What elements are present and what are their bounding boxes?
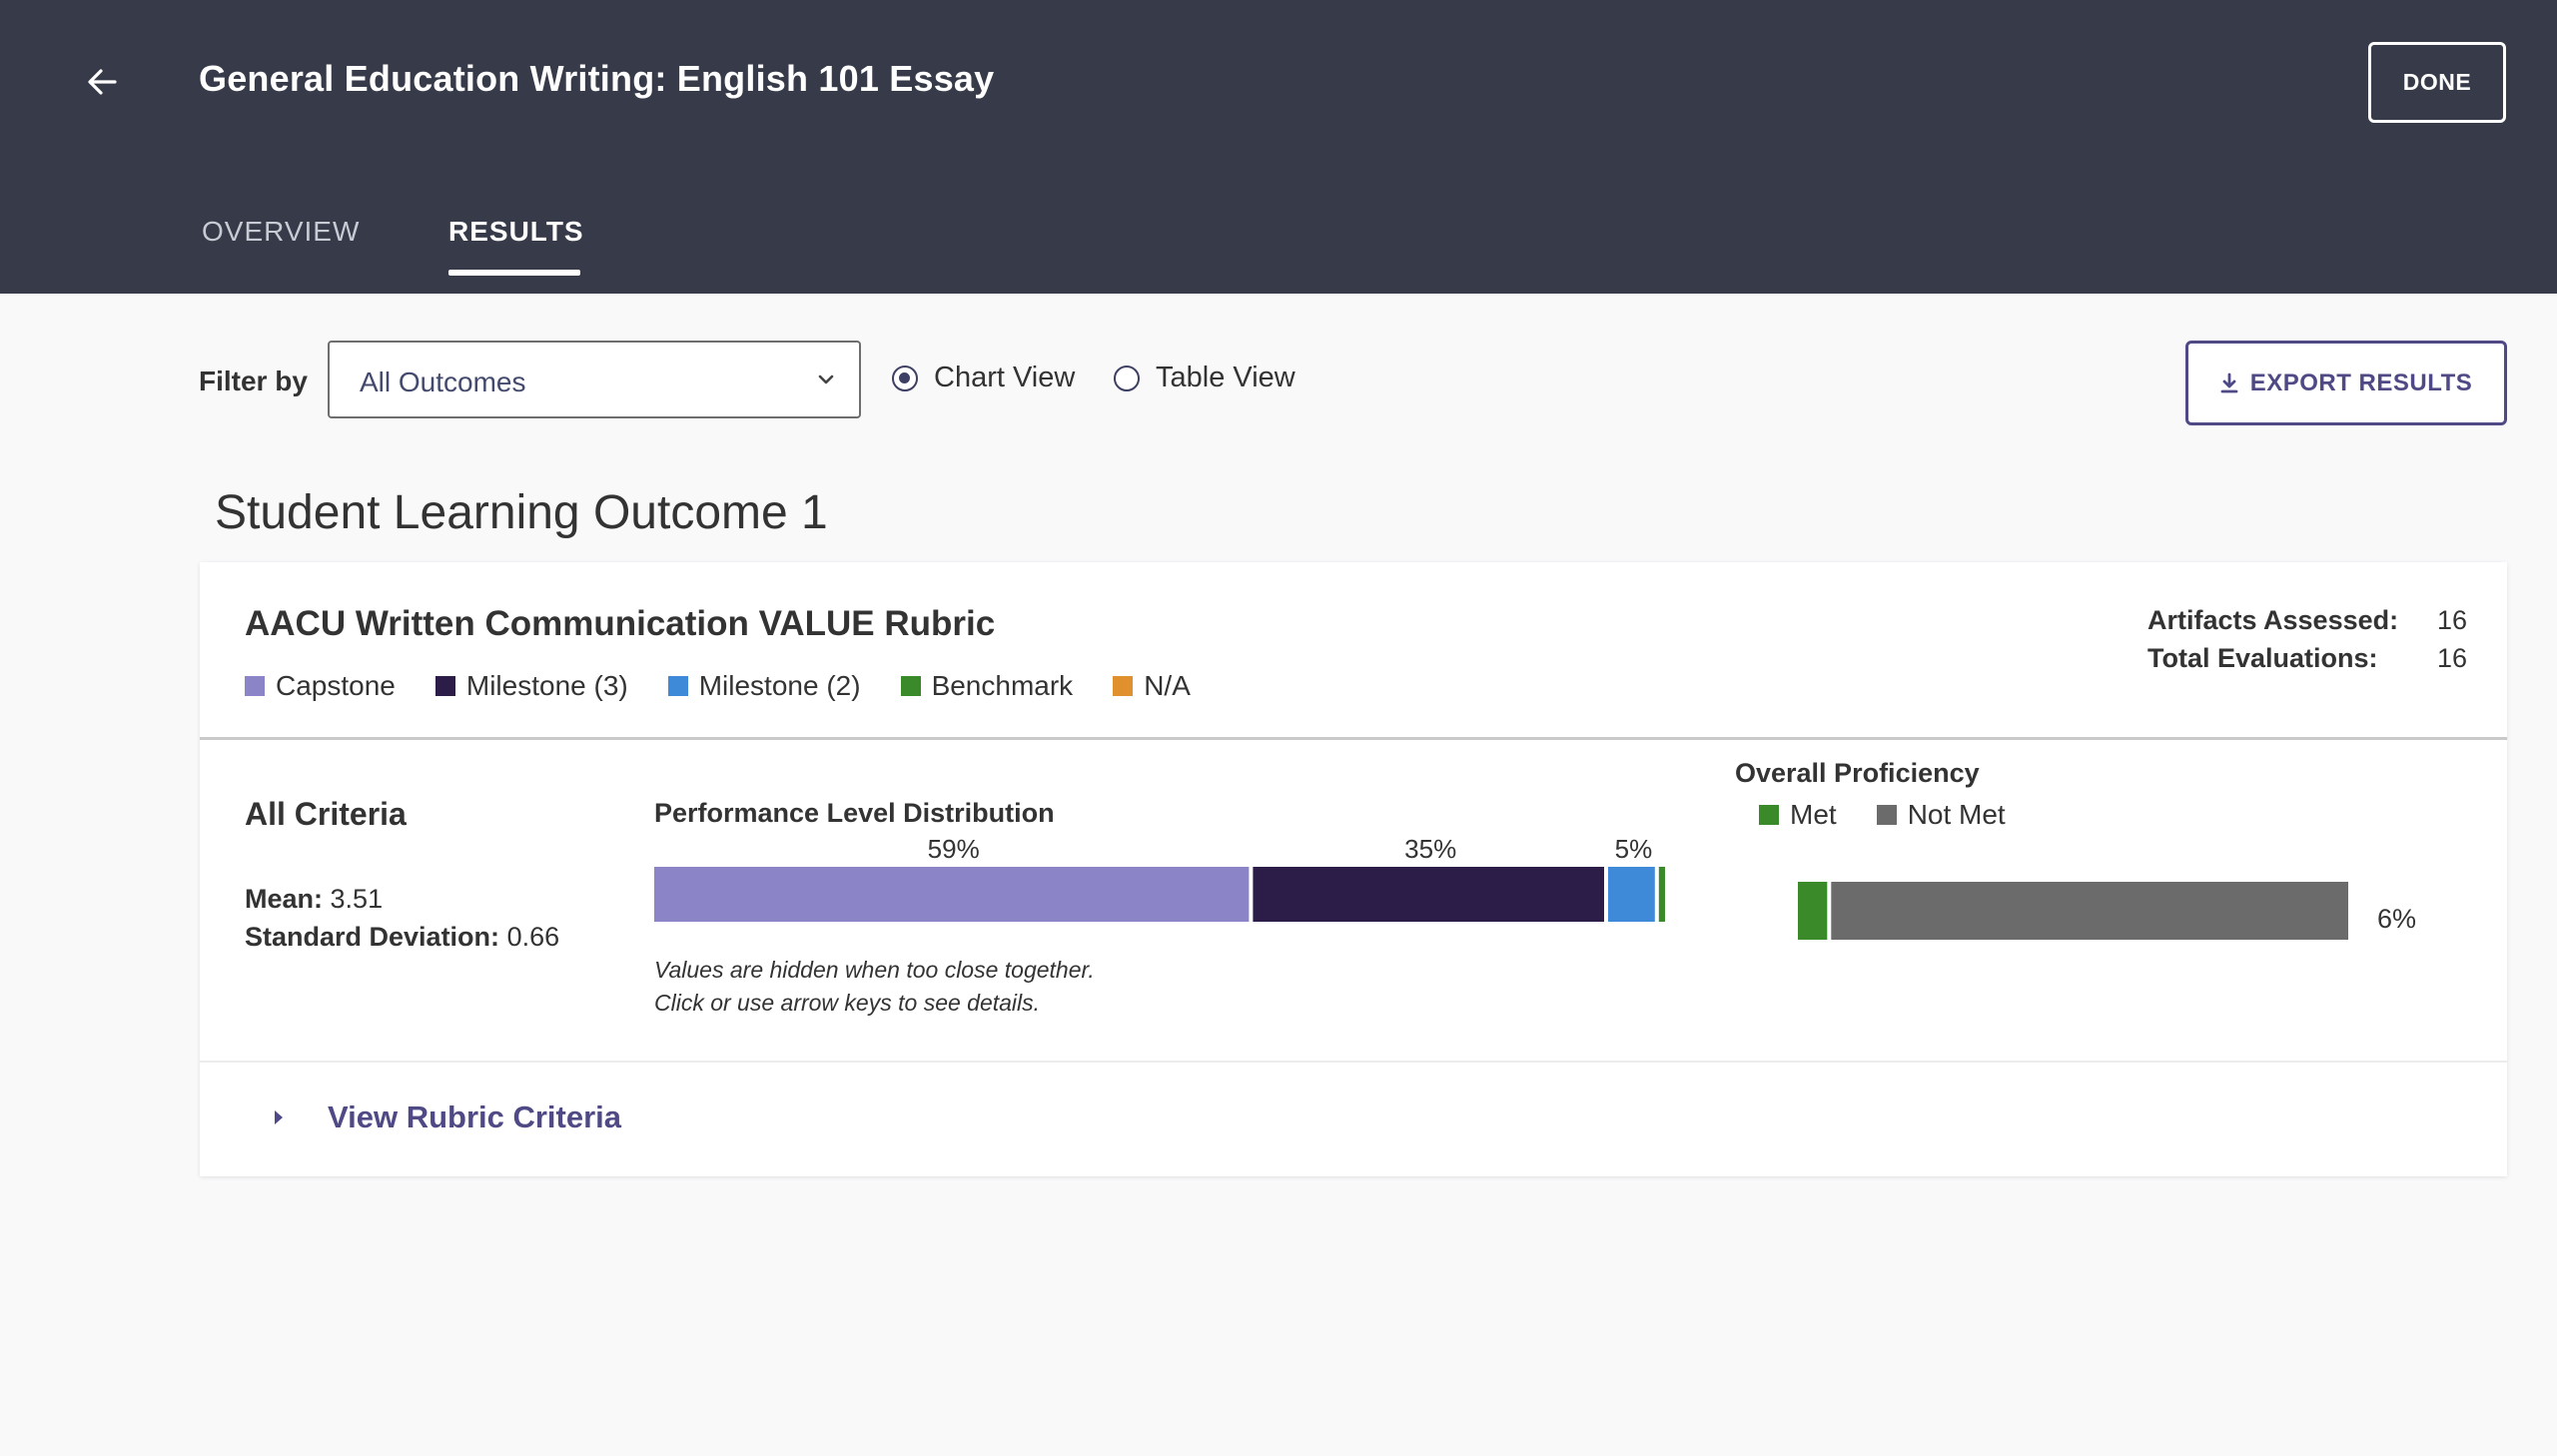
export-results-label: EXPORT RESULTS xyxy=(2249,368,2473,396)
legend-item-milestone-2: Milestone (2) xyxy=(667,670,861,702)
stat-value: 16 xyxy=(2436,604,2467,635)
bar-segment-benchmark[interactable] xyxy=(1658,867,1665,922)
active-tab-indicator xyxy=(448,270,580,276)
outcome-title: Student Learning Outcome 1 xyxy=(215,486,828,539)
bar-value-label: 5% xyxy=(1615,834,1653,864)
bar-segment-milestone-3[interactable] xyxy=(1253,867,1604,922)
legend-item-not-met: Not Met xyxy=(1876,799,2006,831)
app-header: General Education Writing: English 101 E… xyxy=(0,0,2557,168)
caret-right-icon xyxy=(275,1110,283,1124)
stat-total-evaluations: Total Evaluations: 16 xyxy=(2147,639,2467,677)
performance-distribution-chart[interactable]: 59% 35% 5% xyxy=(654,832,1673,922)
legend-item-na: N/A xyxy=(1113,670,1191,702)
radio-checked-icon xyxy=(892,364,918,391)
mean-value: 3.51 xyxy=(330,884,384,914)
met-percentage-label: 6% xyxy=(2377,904,2417,934)
filter-label: Filter by xyxy=(199,365,308,396)
legend-item-capstone: Capstone xyxy=(245,670,396,702)
tab-overview[interactable]: OVERVIEW xyxy=(202,216,361,247)
bar-segment-met[interactable] xyxy=(1798,882,1828,940)
table-view-radio[interactable]: Table View xyxy=(1114,362,1295,394)
hidden-values-hint: Click or use arrow keys to see details. xyxy=(654,990,1041,1016)
legend-swatch xyxy=(434,676,455,696)
legend-swatch xyxy=(667,676,688,696)
stat-artifacts-assessed: Artifacts Assessed: 16 xyxy=(2147,601,2467,639)
legend-item-benchmark: Benchmark xyxy=(900,670,1074,702)
bar-value-label: 59% xyxy=(928,834,980,864)
legend-label: Benchmark xyxy=(931,670,1074,701)
performance-legend: Capstone Milestone (3) Milestone (2) Ben… xyxy=(245,670,1231,702)
view-rubric-criteria-toggle[interactable]: View Rubric Criteria xyxy=(272,1099,621,1135)
sd-label: Standard Deviation: xyxy=(245,922,500,952)
stat-value: 16 xyxy=(2436,642,2467,673)
legend-swatch xyxy=(1759,805,1779,825)
done-button[interactable]: DONE xyxy=(2368,42,2506,123)
legend-item-met: Met xyxy=(1759,799,1837,831)
tab-bar: OVERVIEW RESULTS xyxy=(0,168,2557,294)
radio-unchecked-icon xyxy=(1114,364,1140,391)
mean-stat: Mean: 3.51 xyxy=(245,884,383,915)
rubric-title: AACU Written Communication VALUE Rubric xyxy=(245,604,996,643)
view-rubric-criteria-label: View Rubric Criteria xyxy=(328,1099,622,1134)
legend-label: Milestone (2) xyxy=(698,670,861,701)
export-results-button[interactable]: EXPORT RESULTS xyxy=(2185,341,2507,425)
stat-label: Artifacts Assessed: xyxy=(2147,604,2399,635)
overall-proficiency-chart[interactable] xyxy=(1798,882,2357,942)
bar-segment-milestone-2[interactable] xyxy=(1608,867,1655,922)
legend-label: Capstone xyxy=(276,670,396,701)
chart-view-label: Chart View xyxy=(934,362,1076,393)
back-button[interactable] xyxy=(78,62,126,102)
download-icon xyxy=(2220,372,2238,392)
card-divider xyxy=(200,737,2507,740)
rubric-card: AACU Written Communication VALUE Rubric … xyxy=(200,562,2507,1176)
card-footer-divider xyxy=(200,1061,2507,1063)
stat-label: Total Evaluations: xyxy=(2147,642,2378,673)
assessment-stats: Artifacts Assessed: 16 Total Evaluations… xyxy=(2147,601,2467,677)
bar-segment-not-met[interactable] xyxy=(1831,882,2348,940)
tab-results[interactable]: RESULTS xyxy=(448,216,584,247)
legend-item-milestone-3: Milestone (3) xyxy=(434,670,628,702)
filter-selected-value: All Outcomes xyxy=(360,366,526,397)
legend-label: Milestone (3) xyxy=(465,670,628,701)
sd-value: 0.66 xyxy=(506,922,560,952)
legend-swatch xyxy=(245,676,265,696)
arrow-left-icon xyxy=(88,69,117,95)
bar-value-label: 35% xyxy=(1404,834,1456,864)
legend-swatch xyxy=(900,676,921,696)
distribution-chart-title: Performance Level Distribution xyxy=(654,798,1055,828)
proficiency-chart-title: Overall Proficiency xyxy=(1735,758,1980,788)
legend-swatch xyxy=(1113,676,1134,696)
hidden-values-note: Values are hidden when too close togethe… xyxy=(654,957,1095,983)
chart-view-radio[interactable]: Chart View xyxy=(892,362,1075,394)
sd-stat: Standard Deviation: 0.66 xyxy=(245,922,559,953)
chevron-down-icon xyxy=(818,374,834,384)
table-view-label: Table View xyxy=(1156,362,1295,393)
legend-swatch xyxy=(1876,805,1897,825)
bar-segment-capstone[interactable] xyxy=(654,867,1250,922)
legend-label: Met xyxy=(1790,799,1837,830)
mean-label: Mean: xyxy=(245,884,324,914)
criteria-title: All Criteria xyxy=(245,796,407,832)
proficiency-legend: Met Not Met xyxy=(1759,799,2046,831)
legend-label: Not Met xyxy=(1907,799,2006,830)
outcome-filter-select[interactable]: All Outcomes xyxy=(328,341,861,418)
page-title: General Education Writing: English 101 E… xyxy=(199,58,995,99)
legend-label: N/A xyxy=(1144,670,1191,701)
